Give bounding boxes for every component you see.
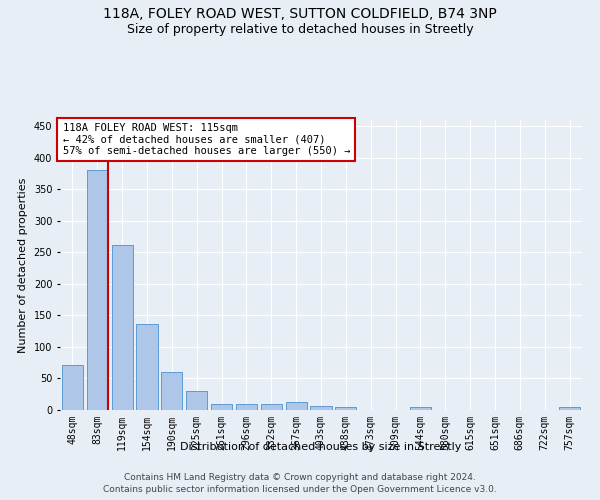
Bar — [310, 406, 332, 410]
Bar — [136, 324, 158, 410]
Bar — [211, 404, 232, 410]
Text: 118A, FOLEY ROAD WEST, SUTTON COLDFIELD, B74 3NP: 118A, FOLEY ROAD WEST, SUTTON COLDFIELD,… — [103, 8, 497, 22]
Text: 118A FOLEY ROAD WEST: 115sqm
← 42% of detached houses are smaller (407)
57% of s: 118A FOLEY ROAD WEST: 115sqm ← 42% of de… — [62, 123, 350, 156]
Bar — [87, 170, 108, 410]
Bar — [410, 407, 431, 410]
Bar — [559, 407, 580, 410]
Bar — [286, 402, 307, 410]
Text: Contains HM Land Registry data © Crown copyright and database right 2024.: Contains HM Land Registry data © Crown c… — [124, 472, 476, 482]
Bar — [112, 245, 133, 410]
Bar — [161, 372, 182, 410]
Bar — [186, 391, 207, 410]
Y-axis label: Number of detached properties: Number of detached properties — [18, 178, 28, 352]
Text: Size of property relative to detached houses in Streetly: Size of property relative to detached ho… — [127, 22, 473, 36]
Bar — [236, 404, 257, 410]
Bar — [62, 364, 83, 410]
Text: Distribution of detached houses by size in Streetly: Distribution of detached houses by size … — [181, 442, 461, 452]
Text: Contains public sector information licensed under the Open Government Licence v3: Contains public sector information licen… — [103, 485, 497, 494]
Bar — [261, 404, 282, 410]
Bar — [335, 407, 356, 410]
